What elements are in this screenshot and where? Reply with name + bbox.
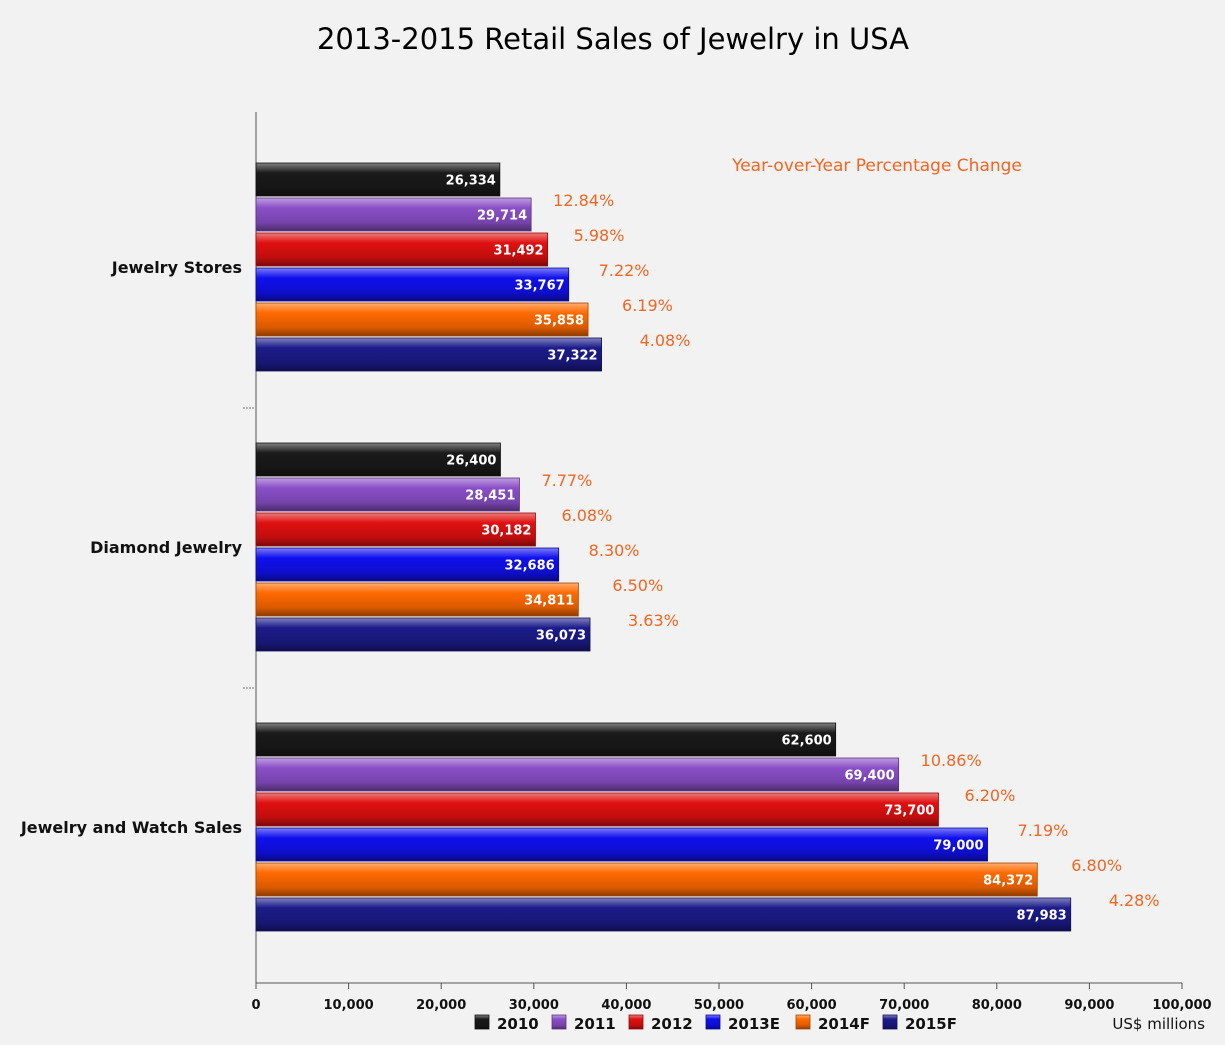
legend-item-2013E[interactable]: 2013E (705, 1014, 780, 1033)
x-tick-label: 10,000 (324, 998, 374, 1013)
x-tick-label: 80,000 (972, 998, 1022, 1013)
bar-2014F (255, 582, 579, 617)
bar-2011 (255, 197, 532, 232)
bar-2010 (255, 442, 501, 477)
bar-value-label: 36,073 (536, 629, 586, 644)
bar-value-label: 32,686 (505, 559, 555, 574)
category-label: Jewelry Stores (111, 258, 242, 277)
bar-2015F (255, 617, 591, 652)
axes: 0 10,000 20,000 30,000 40,000 50,000 60,000 70,… (243, 112, 1212, 1013)
bar-2014F (255, 862, 1038, 897)
category-label: Jewelry and Watch Sales (20, 818, 242, 837)
bar-value-label: 62,600 (782, 734, 832, 749)
bar-value-label: 28,451 (465, 489, 515, 504)
legend-item-2011[interactable]: 2011 (551, 1014, 616, 1033)
yoy-pct-label: 3.63% (628, 611, 679, 630)
legend-item-2014F[interactable]: 2014F (795, 1014, 870, 1033)
yoy-pct-label: 12.84% (553, 191, 614, 210)
yoy-pct-label: 7.77% (541, 471, 592, 490)
yoy-pct-label: 7.22% (599, 261, 650, 280)
bar-2013E (255, 827, 988, 862)
yoy-pct-label: 10.86% (921, 751, 982, 770)
bar-value-label: 69,400 (844, 769, 894, 784)
legend-item-2012[interactable]: 2012 (628, 1014, 693, 1033)
legend-swatch (628, 1014, 644, 1030)
bar-value-label: 35,858 (534, 314, 584, 329)
legend-label: 2011 (574, 1015, 616, 1033)
yoy-pct-label: 6.50% (612, 576, 663, 595)
bar-value-label: 30,182 (481, 524, 531, 539)
bar-2012 (255, 792, 939, 827)
bar-value-label: 87,983 (1017, 909, 1067, 924)
bar-2010 (255, 162, 501, 197)
bar-2013E (255, 547, 560, 582)
bar-value-label: 26,334 (446, 174, 496, 189)
legend-item-2010[interactable]: 2010 (474, 1014, 539, 1033)
legend-swatch (882, 1014, 898, 1030)
x-tick-label: 40,000 (601, 998, 651, 1013)
yoy-pct-label: 6.19% (622, 296, 673, 315)
bar-value-label: 84,372 (983, 874, 1033, 889)
x-tick-label: 50,000 (694, 998, 744, 1013)
legend-label: 2013E (728, 1015, 780, 1033)
yoy-pct-label: 4.08% (640, 331, 691, 350)
legend-label: 2012 (651, 1015, 693, 1033)
yoy-pct-label: 8.30% (589, 541, 640, 560)
x-tick-label: 70,000 (879, 998, 929, 1013)
yoy-pct-label: 5.98% (574, 226, 625, 245)
x-tick-label: 100,000 (1152, 998, 1211, 1013)
x-tick-label: 90,000 (1064, 998, 1114, 1013)
unit-label: US$ millions (1112, 1015, 1205, 1033)
x-tick-label: 30,000 (509, 998, 559, 1013)
x-tick-label: 20,000 (416, 998, 466, 1013)
bar-2015F (255, 337, 603, 372)
bar-2010 (255, 722, 837, 757)
legend[interactable]: 2010 2011 2012 2013E 2014F 2015F (474, 1014, 957, 1033)
bar-value-label: 29,714 (477, 209, 527, 224)
legend-swatch (474, 1014, 490, 1030)
legend-label: 2010 (497, 1015, 539, 1033)
legend-label: 2014F (818, 1015, 870, 1033)
legend-swatch (551, 1014, 567, 1030)
x-tick-label: 0 (251, 998, 260, 1013)
yoy-pct-label: 7.19% (1018, 821, 1069, 840)
x-tick-label: 60,000 (787, 998, 837, 1013)
bar-value-label: 79,000 (933, 839, 983, 854)
bar-2011 (255, 477, 520, 512)
yoy-pct-label: 6.80% (1071, 856, 1122, 875)
bar-2012 (255, 512, 536, 547)
bar-value-label: 37,322 (547, 349, 597, 364)
bars: Jewelry Stores 26,334 29,714 12.84% 31,492 5.… (20, 162, 1160, 932)
legend-item-2015F[interactable]: 2015F (882, 1014, 957, 1033)
bar-2012 (255, 232, 549, 267)
legend-swatch (795, 1014, 811, 1030)
yoy-pct-label: 4.28% (1109, 891, 1160, 910)
bar-value-label: 31,492 (493, 244, 543, 259)
yoy-pct-label: 6.20% (964, 786, 1015, 805)
bar-2013E (255, 267, 570, 302)
legend-swatch (705, 1014, 721, 1030)
bar-value-label: 34,811 (524, 594, 574, 609)
bar-2011 (255, 757, 900, 792)
chart-title: 2013-2015 Retail Sales of Jewelry in USA (317, 22, 909, 56)
yoy-annotation: Year-over-Year Percentage Change (731, 156, 1022, 176)
bar-2015F (255, 897, 1072, 932)
yoy-pct-label: 6.08% (561, 506, 612, 525)
bar-2014F (255, 302, 589, 337)
category-label: Diamond Jewelry (90, 538, 242, 557)
bar-value-label: 26,400 (446, 454, 496, 469)
bar-value-label: 73,700 (884, 804, 934, 819)
legend-label: 2015F (905, 1015, 957, 1033)
bar-value-label: 33,767 (515, 279, 565, 294)
